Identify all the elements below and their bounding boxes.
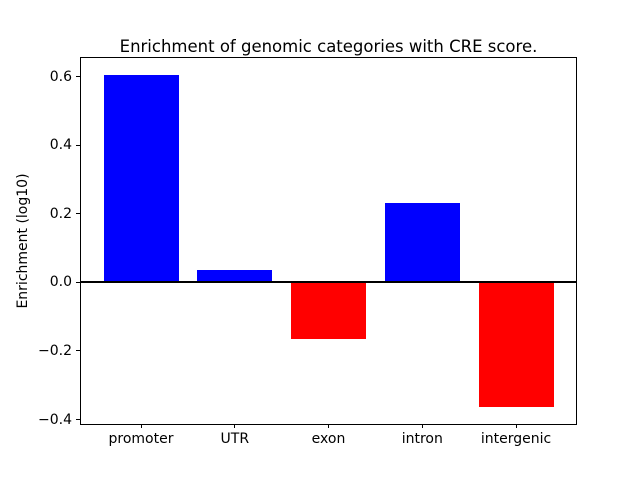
y-tick-mark — [76, 144, 80, 146]
y-axis-label: Enrichment (log10) — [15, 173, 31, 309]
y-tick-mark — [76, 76, 80, 77]
x-tick-mark — [515, 424, 517, 428]
bar-UTR — [197, 270, 273, 283]
plot-area: −0.4 −0.2 0.0 0.2 0.4 0.6 promoter UTR exon intro… — [38, 57, 577, 447]
y-tick-label: −0.2 — [38, 342, 72, 359]
x-tick-label-UTR: UTR — [220, 431, 250, 447]
bar-exon — [291, 282, 366, 339]
x-tick-label-exon: exon — [311, 431, 346, 447]
zero-baseline — [81, 281, 576, 284]
x-tick-label-intron: intron — [401, 431, 443, 447]
y-tick-mark — [76, 350, 80, 352]
x-tick-mark — [328, 424, 329, 428]
bar-intron — [384, 203, 460, 283]
x-tick-label-promoter: promoter — [108, 431, 174, 447]
y-tick-mark — [76, 281, 80, 283]
x-tick-label-intergenic: intergenic — [480, 431, 552, 447]
y-tick-label: 0.2 — [49, 205, 72, 222]
y-tick-mark — [76, 213, 80, 215]
y-tick-label: 0.4 — [49, 137, 72, 154]
bar-promoter — [103, 74, 179, 283]
x-tick-mark — [140, 424, 142, 428]
y-tick-label: 0.0 — [49, 274, 72, 291]
y-tick-label: −0.4 — [38, 411, 72, 428]
bar-intergenic — [478, 282, 554, 408]
y-tick-mark — [76, 419, 80, 420]
x-tick-mark — [234, 424, 236, 428]
chart-title: Enrichment of genomic categories with CR… — [119, 37, 538, 56]
x-tick-mark — [421, 424, 423, 428]
y-tick-label: 0.6 — [49, 68, 72, 85]
